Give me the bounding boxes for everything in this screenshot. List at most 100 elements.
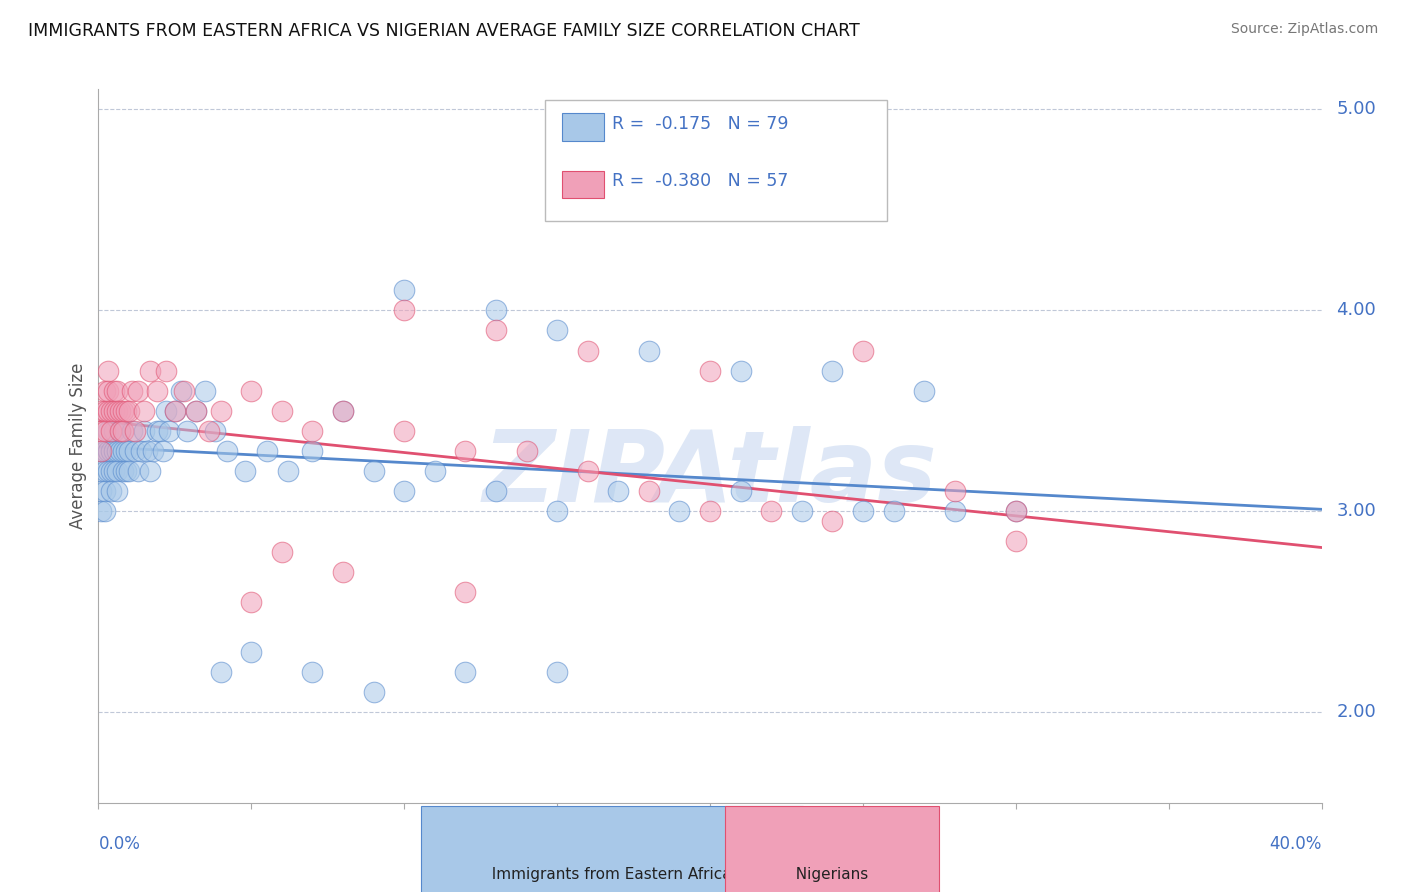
Text: 2.00: 2.00: [1336, 704, 1376, 722]
Text: Nigerians: Nigerians: [786, 867, 879, 882]
Point: [136, 444, 159, 458]
Point: [546, 504, 568, 518]
Point: [301, 444, 323, 458]
Point: [100, 404, 122, 418]
Point: [173, 384, 195, 398]
Point: [155, 404, 177, 418]
Text: R =  -0.175   N = 79: R = -0.175 N = 79: [612, 115, 789, 133]
Point: [454, 584, 477, 599]
Point: [105, 384, 128, 398]
Point: [97, 464, 120, 478]
Point: [93, 504, 115, 518]
Point: [115, 464, 138, 478]
Point: [93, 444, 115, 458]
Point: [363, 685, 385, 699]
Point: [103, 444, 125, 458]
Point: [332, 404, 354, 418]
Point: [108, 424, 131, 438]
Point: [637, 484, 661, 499]
Point: [546, 323, 568, 337]
Point: [108, 444, 131, 458]
Text: 40.0%: 40.0%: [1270, 835, 1322, 853]
Point: [790, 504, 813, 518]
Point: [97, 363, 120, 377]
Point: [157, 424, 180, 438]
Point: [108, 404, 131, 418]
Point: [1004, 504, 1026, 518]
Point: [118, 444, 141, 458]
Point: [759, 504, 782, 518]
Point: [332, 404, 354, 418]
Point: [121, 384, 143, 398]
Point: [115, 404, 138, 418]
Point: [852, 343, 875, 358]
Point: [454, 665, 477, 680]
Point: [115, 444, 138, 458]
Text: IMMIGRANTS FROM EASTERN AFRICA VS NIGERIAN AVERAGE FAMILY SIZE CORRELATION CHART: IMMIGRANTS FROM EASTERN AFRICA VS NIGERI…: [28, 22, 860, 40]
Point: [145, 424, 167, 438]
Point: [97, 384, 120, 398]
Point: [176, 424, 198, 438]
Point: [139, 464, 162, 478]
Point: [145, 384, 167, 398]
Point: [149, 424, 172, 438]
Point: [105, 404, 128, 418]
Point: [485, 323, 508, 337]
Point: [194, 384, 217, 398]
Point: [103, 384, 125, 398]
Point: [118, 464, 141, 478]
Point: [197, 424, 219, 438]
Point: [392, 424, 416, 438]
Point: [155, 363, 177, 377]
Point: [97, 424, 120, 438]
Point: [392, 283, 416, 297]
Point: [301, 424, 323, 438]
Point: [730, 484, 752, 499]
Point: [699, 504, 721, 518]
Point: [277, 464, 299, 478]
Point: [576, 464, 599, 478]
Point: [637, 343, 661, 358]
Point: [129, 444, 152, 458]
Point: [121, 424, 143, 438]
Text: 3.00: 3.00: [1336, 502, 1376, 520]
Point: [124, 444, 146, 458]
Point: [97, 404, 120, 418]
Point: [170, 384, 193, 398]
Point: [392, 303, 416, 318]
Point: [90, 444, 112, 458]
Point: [1004, 534, 1026, 549]
Point: [301, 665, 323, 680]
Point: [93, 424, 115, 438]
Point: [233, 464, 256, 478]
Point: [93, 384, 115, 398]
Point: [215, 444, 238, 458]
Point: [90, 404, 112, 418]
Point: [90, 504, 112, 518]
Point: [111, 464, 134, 478]
Point: [90, 464, 112, 478]
Point: [111, 404, 134, 418]
Point: [607, 484, 630, 499]
Point: [111, 444, 134, 458]
Point: [186, 404, 208, 418]
FancyBboxPatch shape: [562, 113, 603, 141]
Point: [699, 363, 721, 377]
Point: [100, 464, 122, 478]
Point: [821, 363, 844, 377]
Point: [485, 484, 508, 499]
Point: [270, 544, 292, 558]
Text: R =  -0.380   N = 57: R = -0.380 N = 57: [612, 172, 789, 190]
Point: [90, 444, 112, 458]
Point: [546, 665, 568, 680]
Text: 5.00: 5.00: [1336, 100, 1376, 119]
Point: [516, 444, 538, 458]
Point: [100, 424, 122, 438]
Point: [105, 444, 128, 458]
Point: [100, 484, 122, 499]
Point: [118, 404, 141, 418]
Point: [852, 504, 875, 518]
Text: Immigrants from Eastern Africa: Immigrants from Eastern Africa: [482, 867, 742, 882]
Point: [363, 464, 385, 478]
Point: [134, 424, 156, 438]
